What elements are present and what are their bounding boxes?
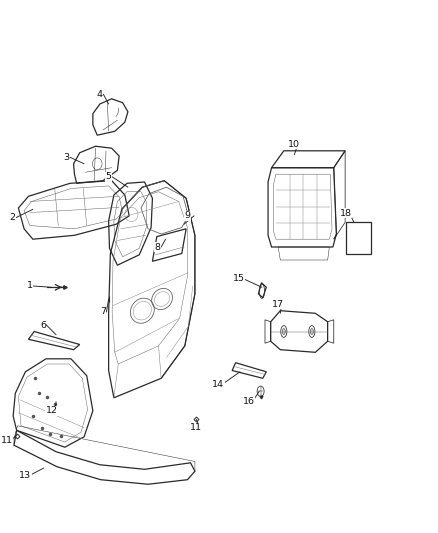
Text: 6: 6 [40,320,46,329]
Text: 3: 3 [64,153,70,162]
Text: 11: 11 [190,423,202,432]
Text: 16: 16 [243,397,255,406]
Text: 10: 10 [288,140,300,149]
Text: 8: 8 [155,243,161,252]
Text: 9: 9 [184,211,191,220]
Text: 2: 2 [9,213,15,222]
Text: 18: 18 [340,209,352,217]
Text: 4: 4 [97,90,103,99]
Text: 11: 11 [0,436,13,445]
Text: 7: 7 [100,308,106,317]
Text: 13: 13 [19,471,32,480]
Text: 17: 17 [272,300,284,309]
Text: 15: 15 [233,274,245,282]
Text: 1: 1 [27,281,33,290]
Ellipse shape [310,328,314,334]
Ellipse shape [282,328,286,334]
Text: 14: 14 [212,381,224,389]
Text: 5: 5 [106,172,112,181]
Text: 12: 12 [46,406,58,415]
